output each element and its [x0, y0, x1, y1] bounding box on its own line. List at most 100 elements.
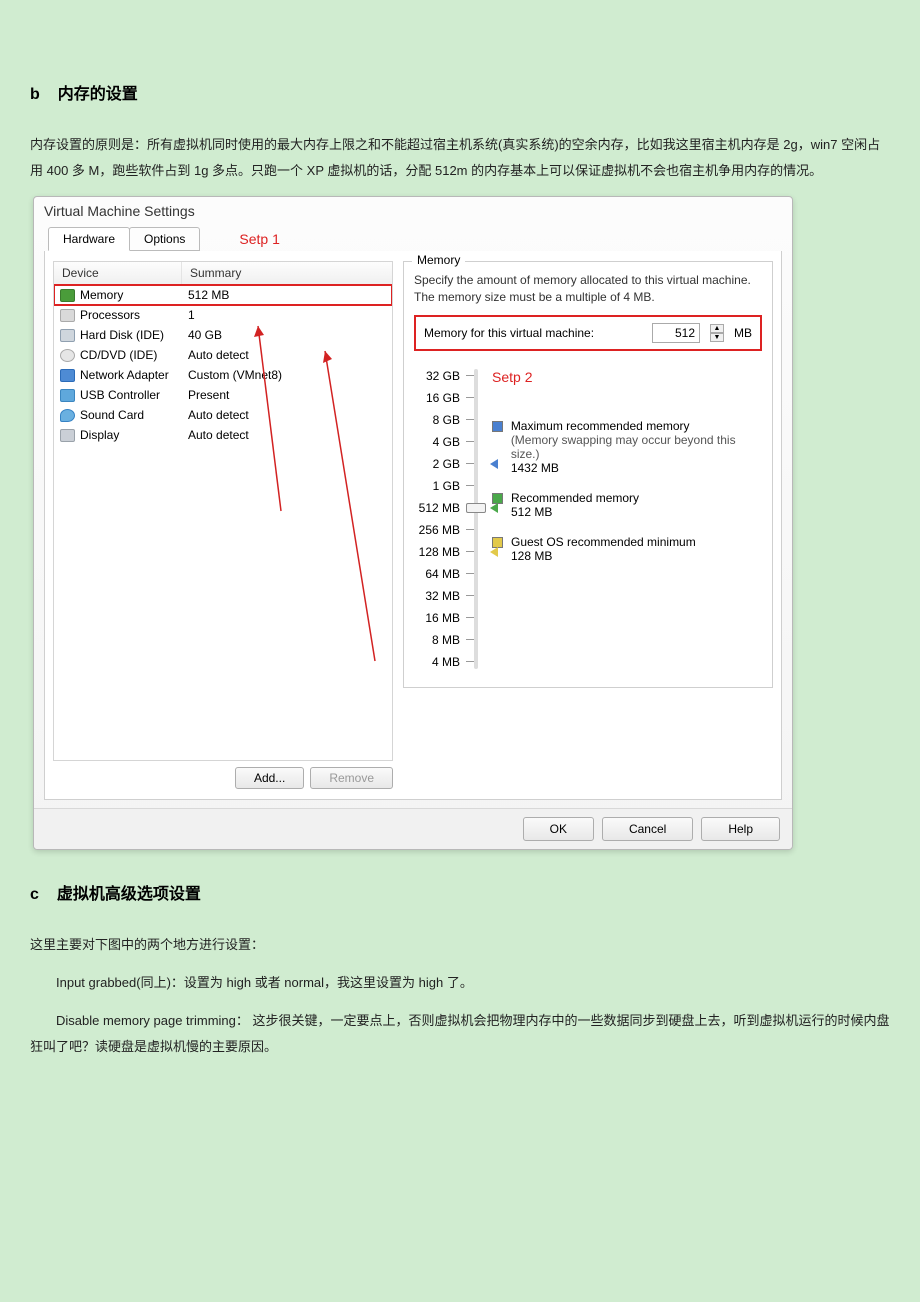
hardware-list-pane: Device Summary Memory512 MBProcessors1Ha…	[53, 261, 393, 789]
legend-min-title: Guest OS recommended minimum	[511, 535, 696, 549]
step2-annotation: Setp 2	[492, 369, 762, 385]
scale-tick: 1 GB	[414, 475, 474, 497]
device-summary: Auto detect	[182, 346, 392, 364]
scale-tick: 64 MB	[414, 563, 474, 585]
scale-tick: 8 GB	[414, 409, 474, 431]
device-summary: Auto detect	[182, 426, 392, 444]
vm-settings-window: Virtual Machine Settings Hardware Option…	[33, 196, 793, 850]
scale-tick: 32 MB	[414, 585, 474, 607]
device-icon	[60, 369, 75, 382]
marker-yellow	[490, 547, 498, 557]
device-summary: Auto detect	[182, 406, 392, 424]
section-b-letter: b	[30, 86, 40, 103]
section-c-letter: c	[30, 886, 39, 903]
legend-rec-title: Recommended memory	[511, 491, 639, 505]
dialog-footer: OK Cancel Help	[34, 808, 792, 849]
section-b-title: 内存的设置	[58, 86, 138, 103]
help-button[interactable]: Help	[701, 817, 780, 841]
memory-spinner[interactable]: ▲▼	[710, 324, 724, 342]
scale-tick: 4 MB	[414, 651, 474, 673]
ok-button[interactable]: OK	[523, 817, 594, 841]
scale-tick: 128 MB	[414, 541, 474, 563]
device-icon	[60, 349, 75, 362]
device-summary: 40 GB	[182, 326, 392, 344]
tab-hardware[interactable]: Hardware	[48, 227, 130, 251]
hw-row-network-adapter[interactable]: Network Adapter Custom (VMnet8)	[54, 365, 392, 385]
device-summary: Custom (VMnet8)	[182, 366, 392, 384]
legend-max: Maximum recommended memory (Memory swapp…	[492, 419, 762, 475]
scale-tick: 2 GB	[414, 453, 474, 475]
memory-input-label: Memory for this virtual machine:	[424, 326, 642, 340]
legend-rec: Recommended memory 512 MB	[492, 491, 762, 519]
window-title: Virtual Machine Settings	[34, 197, 792, 223]
slider-track[interactable]	[474, 369, 478, 669]
paragraph-c-1: 这里主要对下图中的两个地方进行设置：	[30, 932, 890, 958]
swatch-blue	[492, 421, 503, 432]
scale-tick: 16 MB	[414, 607, 474, 629]
legend-min-val: 128 MB	[511, 549, 696, 563]
cancel-button[interactable]: Cancel	[602, 817, 693, 841]
hw-row-usb-controller[interactable]: USB Controller Present	[54, 385, 392, 405]
tab-options[interactable]: Options	[129, 227, 200, 251]
memory-scale[interactable]: 32 GB16 GB8 GB4 GB2 GB1 GB512 MB256 MB12…	[414, 365, 474, 673]
device-summary: Present	[182, 386, 392, 404]
hw-row-sound-card[interactable]: Sound Card Auto detect	[54, 405, 392, 425]
scale-tick: 4 GB	[414, 431, 474, 453]
hw-row-display[interactable]: Display Auto detect	[54, 425, 392, 445]
memory-group: Memory Specify the amount of memory allo…	[403, 261, 773, 688]
scale-tick: 256 MB	[414, 519, 474, 541]
device-icon	[60, 309, 75, 322]
device-name: Memory	[80, 288, 123, 302]
paragraph-b: 内存设置的原则是：所有虚拟机同时使用的最大内存上限之和不能超过宿主机系统(真实系…	[30, 132, 890, 184]
device-name: USB Controller	[80, 388, 160, 402]
scale-tick: 32 GB	[414, 365, 474, 387]
marker-green	[490, 503, 498, 513]
device-summary: 1	[182, 306, 392, 324]
device-name: Hard Disk (IDE)	[80, 328, 164, 342]
hw-row-cd-dvd-ide-[interactable]: CD/DVD (IDE) Auto detect	[54, 345, 392, 365]
device-icon	[60, 389, 75, 402]
device-icon	[60, 429, 75, 442]
device-name: CD/DVD (IDE)	[80, 348, 157, 362]
step1-annotation: Setp 1	[239, 231, 279, 251]
add-button[interactable]: Add...	[235, 767, 304, 789]
legend-min: Guest OS recommended minimum 128 MB	[492, 535, 762, 563]
col-device: Device	[54, 262, 182, 284]
device-name: Display	[80, 428, 119, 442]
marker-blue	[490, 459, 498, 469]
memory-input[interactable]	[652, 323, 700, 343]
memory-unit: MB	[734, 326, 752, 340]
col-summary: Summary	[182, 262, 392, 284]
memory-pane: Memory Specify the amount of memory allo…	[403, 261, 773, 789]
tabstrip: Hardware Options Setp 1	[44, 227, 782, 251]
hw-row-processors[interactable]: Processors 1	[54, 305, 392, 325]
device-name: Network Adapter	[80, 368, 169, 382]
scale-tick: 16 GB	[414, 387, 474, 409]
section-c-heading: c 虚拟机高级选项设置	[30, 880, 890, 904]
device-name: Processors	[80, 308, 140, 322]
section-c-title: 虚拟机高级选项设置	[57, 886, 201, 903]
scale-tick: 512 MB	[414, 497, 474, 519]
device-icon	[60, 289, 75, 302]
memory-legend: Setp 2 Maximum recommended memory (Memor…	[492, 365, 762, 673]
scale-tick: 8 MB	[414, 629, 474, 651]
slider-thumb[interactable]	[466, 503, 486, 513]
paragraph-c-2: Input grabbed(同上)：设置为 high 或者 normal，我这里…	[30, 970, 890, 996]
hw-row-memory[interactable]: Memory 512 MB	[54, 285, 392, 305]
device-summary: 512 MB	[182, 286, 392, 304]
memory-input-row: Memory for this virtual machine: ▲▼ MB	[414, 315, 762, 351]
legend-max-sub: (Memory swapping may occur beyond this s…	[511, 433, 762, 461]
paragraph-c-3: Disable memory page trimming： 这步很关键，一定要点…	[30, 1008, 890, 1060]
memory-description: Specify the amount of memory allocated t…	[414, 272, 762, 307]
hw-row-hard-disk-ide-[interactable]: Hard Disk (IDE) 40 GB	[54, 325, 392, 345]
device-icon	[60, 409, 75, 422]
memory-group-title: Memory	[412, 253, 465, 267]
remove-button[interactable]: Remove	[310, 767, 393, 789]
legend-max-val: 1432 MB	[511, 461, 762, 475]
legend-rec-val: 512 MB	[511, 505, 639, 519]
device-icon	[60, 329, 75, 342]
section-b-heading: b 内存的设置	[30, 80, 890, 104]
legend-max-title: Maximum recommended memory	[511, 419, 762, 433]
device-name: Sound Card	[80, 408, 144, 422]
hardware-table: Device Summary Memory512 MBProcessors1Ha…	[53, 261, 393, 761]
